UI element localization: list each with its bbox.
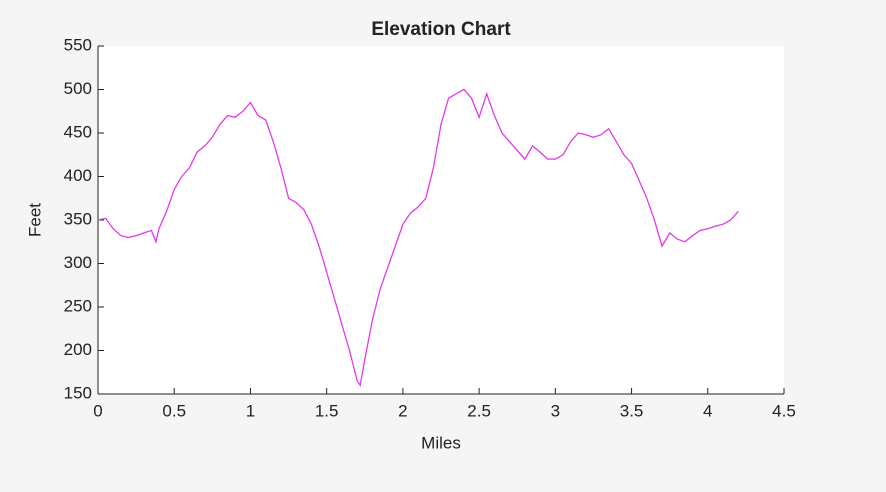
y-tick-label: 200: [64, 340, 92, 359]
x-tick-label: 4: [703, 401, 712, 420]
y-tick-label: 150: [64, 383, 92, 402]
chart-title: Elevation Chart: [371, 19, 511, 40]
plot-area: [98, 46, 784, 394]
x-tick-label: 0.5: [162, 401, 186, 420]
y-tick-label: 250: [64, 296, 92, 315]
y-axis-label: Feet: [25, 203, 44, 237]
x-tick-label: 0: [93, 401, 102, 420]
y-tick-label: 400: [64, 166, 92, 185]
x-tick-label: 2: [398, 401, 407, 420]
x-axis-label: Miles: [421, 433, 461, 452]
x-tick-label: 3.5: [620, 401, 644, 420]
line: [97, 88, 739, 387]
x-tick-label: 4.5: [772, 401, 796, 420]
x-tick-label: 3: [551, 401, 560, 420]
y-tick-label: 550: [64, 35, 92, 54]
y-tick-label: 450: [64, 122, 92, 141]
x-tick-label: 2.5: [467, 401, 491, 420]
x-tick-label: 1.5: [315, 401, 339, 420]
y-tick-label: 500: [64, 79, 92, 98]
y-tick-label: 300: [64, 253, 92, 272]
x-tick-label: 1: [246, 401, 255, 420]
y-tick-label: 350: [64, 209, 92, 228]
